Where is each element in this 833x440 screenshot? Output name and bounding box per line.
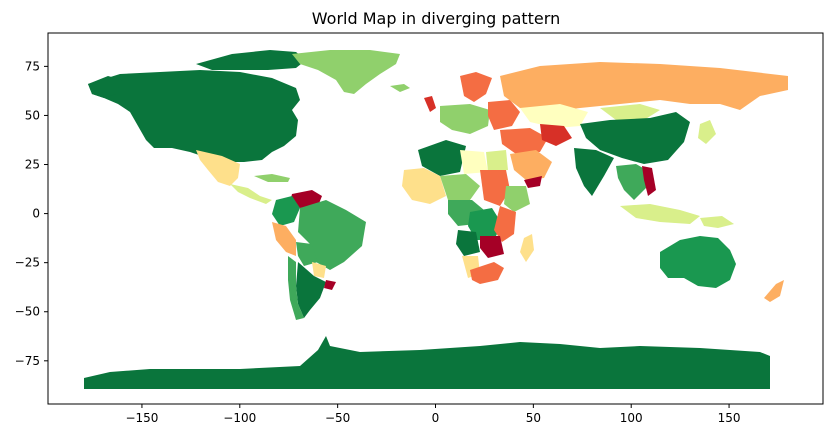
region-russia xyxy=(500,62,788,112)
region-china xyxy=(580,112,690,164)
region-ethiopia xyxy=(504,186,530,212)
region-antarctica xyxy=(84,336,770,389)
region-libya xyxy=(460,150,488,174)
region-new-zealand xyxy=(764,280,784,302)
region-central-asia xyxy=(540,124,572,146)
region-north-africa-west xyxy=(418,140,466,176)
region-japan xyxy=(698,120,716,144)
region-kazakhstan xyxy=(520,104,588,128)
region-paraguay xyxy=(312,262,326,278)
x-tick-label: −50 xyxy=(325,411,350,425)
region-middle-east xyxy=(500,128,548,154)
y-axis-ticks: 75 50 25 0 −25 −50 −75 xyxy=(15,59,48,368)
region-australia xyxy=(660,236,736,288)
region-mexico xyxy=(196,150,240,186)
x-tick-label: 150 xyxy=(718,411,741,425)
region-papua xyxy=(700,216,734,228)
region-vietnam xyxy=(642,166,656,196)
region-uk xyxy=(424,96,436,112)
region-venezuela xyxy=(290,190,322,208)
region-iceland xyxy=(390,84,410,92)
region-mongolia xyxy=(600,104,660,120)
region-sahel xyxy=(440,174,480,200)
region-zambia xyxy=(480,236,504,258)
x-tick-label: −150 xyxy=(125,411,158,425)
y-tick-label: 25 xyxy=(25,158,40,172)
x-tick-label: −100 xyxy=(223,411,256,425)
x-tick-label: 0 xyxy=(432,411,440,425)
region-uruguay xyxy=(324,280,336,290)
region-indonesia xyxy=(620,204,700,224)
y-tick-label: 0 xyxy=(32,207,40,221)
region-argentina xyxy=(296,262,326,318)
region-canadian-arctic-islands xyxy=(196,50,306,70)
region-south-africa xyxy=(470,262,504,284)
x-tick-label: 50 xyxy=(526,411,541,425)
region-angola xyxy=(456,230,480,256)
region-alaska xyxy=(88,76,122,98)
region-scandinavia xyxy=(460,72,492,102)
region-brazil xyxy=(298,200,366,270)
region-western-europe xyxy=(440,104,490,134)
chart-title: World Map in diverging pattern xyxy=(312,9,560,28)
region-yemen xyxy=(524,176,542,188)
y-tick-label: −75 xyxy=(15,354,40,368)
x-axis-ticks: −150 −100 −50 0 50 100 150 xyxy=(125,404,741,425)
region-arabia xyxy=(510,150,552,180)
region-north-america xyxy=(88,70,300,162)
region-caribbean xyxy=(254,174,290,182)
y-tick-label: −25 xyxy=(15,256,40,270)
region-eastern-europe xyxy=(488,100,520,130)
map-layer xyxy=(84,50,788,389)
region-india xyxy=(574,148,614,196)
region-peru xyxy=(272,222,296,256)
region-madagascar xyxy=(520,234,534,262)
region-east-africa xyxy=(494,206,516,242)
region-greenland xyxy=(292,50,400,94)
y-tick-label: −50 xyxy=(15,305,40,319)
region-chile xyxy=(288,256,304,320)
region-congo xyxy=(468,208,502,240)
region-egypt xyxy=(486,150,508,172)
region-sudan xyxy=(480,170,510,206)
region-west-africa xyxy=(402,168,446,204)
region-colombia xyxy=(272,196,300,226)
region-central-america xyxy=(230,184,272,204)
region-southeast-asia xyxy=(616,164,650,200)
y-tick-label: 75 xyxy=(25,59,40,73)
region-bolivia xyxy=(296,242,318,266)
y-tick-label: 50 xyxy=(25,108,40,122)
x-tick-label: 100 xyxy=(620,411,643,425)
